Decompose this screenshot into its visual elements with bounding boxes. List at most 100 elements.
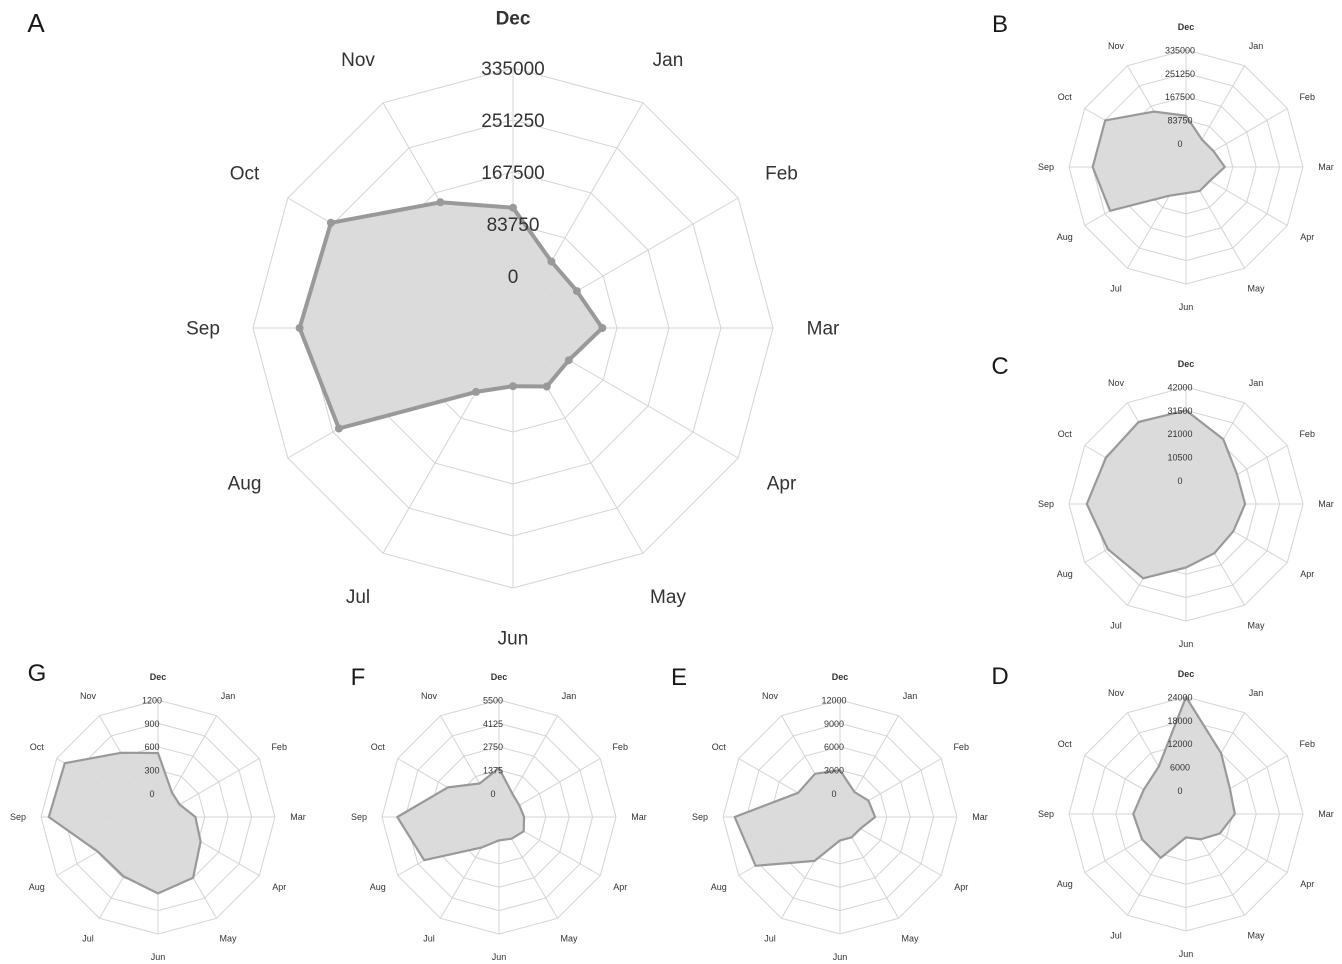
month-label-nov: Nov [1108, 688, 1125, 698]
month-label-nov: Nov [421, 691, 438, 701]
tick-label: 10500 [1167, 453, 1192, 463]
grid-spoke [440, 837, 488, 919]
tick-label: 0 [1177, 476, 1182, 486]
series-area [47, 751, 202, 895]
data-point-oct [326, 218, 335, 227]
grid-spoke [1197, 834, 1245, 916]
tick-label: 335000 [1165, 45, 1195, 55]
tick-label: 21000 [1167, 429, 1192, 439]
month-label-sep: Sep [692, 812, 708, 822]
tick-label: 24000 [1167, 692, 1192, 702]
grid-spoke [538, 372, 644, 554]
tick-label: 1200 [142, 695, 162, 705]
tick-label: 900 [144, 719, 159, 729]
tick-label: 0 [1177, 786, 1182, 796]
month-label-oct: Oct [1058, 92, 1073, 102]
month-label-jul: Jul [346, 587, 370, 608]
month-label-jun: Jun [151, 952, 166, 962]
month-label-aug: Aug [1057, 569, 1073, 579]
tick-label: 12000 [821, 695, 846, 705]
month-label-jul: Jul [764, 933, 776, 943]
month-label-jan: Jan [221, 691, 236, 701]
series-area [396, 766, 526, 862]
grid-spoke [510, 837, 558, 919]
month-label-feb: Feb [765, 164, 798, 185]
tick-label: 0 [1177, 139, 1182, 149]
month-label-feb: Feb [1299, 429, 1315, 439]
panel-letter: E [671, 664, 687, 691]
grid-spoke [1197, 187, 1245, 269]
tick-label: 31500 [1167, 406, 1192, 416]
grid-spoke [557, 353, 739, 459]
tick-label: 600 [144, 742, 159, 752]
tick-label: 83750 [1167, 116, 1192, 126]
month-label-jun: Jun [492, 952, 507, 962]
data-point-jul [472, 387, 481, 396]
month-label-may: May [219, 933, 237, 943]
month-label-jun: Jun [1179, 949, 1194, 959]
month-label-nov: Nov [1108, 41, 1125, 51]
month-label-apr: Apr [1300, 879, 1314, 889]
month-label-feb: Feb [953, 742, 969, 752]
month-label-jan: Jan [903, 691, 918, 701]
data-point-jan [547, 257, 556, 266]
month-label-jan: Jan [562, 691, 577, 701]
month-label-nov: Nov [80, 691, 97, 701]
month-label-nov: Nov [1108, 378, 1125, 388]
tick-label: 300 [144, 766, 159, 776]
month-label-jan: Jan [1249, 688, 1264, 698]
month-label-mar: Mar [1318, 499, 1334, 509]
month-label-may: May [1247, 283, 1265, 293]
month-label-oct: Oct [1058, 429, 1073, 439]
month-label-nov: Nov [341, 50, 375, 71]
month-label-dec: Dec [832, 672, 849, 682]
grid-spoke [557, 197, 739, 303]
month-label-dec: Dec [1178, 669, 1195, 679]
tick-label: 5500 [483, 695, 503, 705]
month-label-dec: Dec [496, 9, 531, 30]
month-label-dec: Dec [1178, 22, 1195, 32]
grid-spoke [538, 102, 644, 284]
month-label-mar: Mar [290, 812, 306, 822]
month-label-apr: Apr [613, 882, 627, 892]
tick-label: 6000 [824, 742, 844, 752]
month-label-jan: Jan [1249, 378, 1264, 388]
tick-label: 9000 [824, 719, 844, 729]
radar-panel-d: 0 6000 12000 18000 24000 Dec Jan Feb Mar Apr May Ju… [991, 663, 1333, 959]
month-label-apr: Apr [1300, 232, 1314, 242]
radar-panel-g: 0 300 600 900 1200 Dec Jan Feb Mar Apr May Jun Jul Au… [10, 660, 306, 962]
month-label-apr: Apr [767, 474, 797, 495]
month-label-sep: Sep [1038, 499, 1054, 509]
month-label-oct: Oct [712, 742, 727, 752]
month-label-jan: Jan [653, 50, 684, 71]
tick-label: 42000 [1167, 382, 1192, 392]
tick-label: 12000 [1167, 739, 1192, 749]
month-label-jun: Jun [1179, 302, 1194, 312]
panel-letter: G [28, 660, 47, 687]
grid-spoke [519, 828, 601, 876]
grid-spoke [169, 715, 217, 797]
series-area [1091, 110, 1226, 212]
tick-label: 1375 [483, 766, 503, 776]
tick-label: 2750 [483, 742, 503, 752]
month-label-jul: Jul [1110, 620, 1122, 630]
month-label-may: May [1247, 620, 1265, 630]
month-label-jun: Jun [833, 952, 848, 962]
month-label-aug: Aug [370, 882, 386, 892]
month-label-jan: Jan [1249, 41, 1264, 51]
data-point-feb [572, 287, 581, 296]
tick-label: 0 [149, 789, 154, 799]
month-label-jul: Jul [423, 933, 435, 943]
month-label-oct: Oct [371, 742, 386, 752]
tick-label: 6000 [1170, 763, 1190, 773]
month-label-feb: Feb [1299, 739, 1315, 749]
tick-label: 251250 [1165, 69, 1195, 79]
month-label-aug: Aug [29, 882, 45, 892]
data-point-dec [509, 203, 517, 212]
grid-spoke [851, 715, 899, 797]
data-point-aug [334, 424, 343, 433]
tick-label: 0 [490, 789, 495, 799]
month-label-jul: Jul [1110, 930, 1122, 940]
month-label-oct: Oct [230, 164, 260, 185]
